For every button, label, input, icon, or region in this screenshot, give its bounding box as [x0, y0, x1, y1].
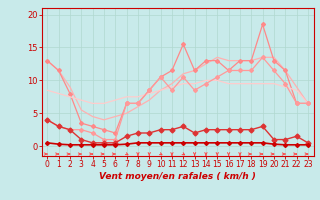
X-axis label: Vent moyen/en rafales ( km/h ): Vent moyen/en rafales ( km/h ) [99, 172, 256, 181]
